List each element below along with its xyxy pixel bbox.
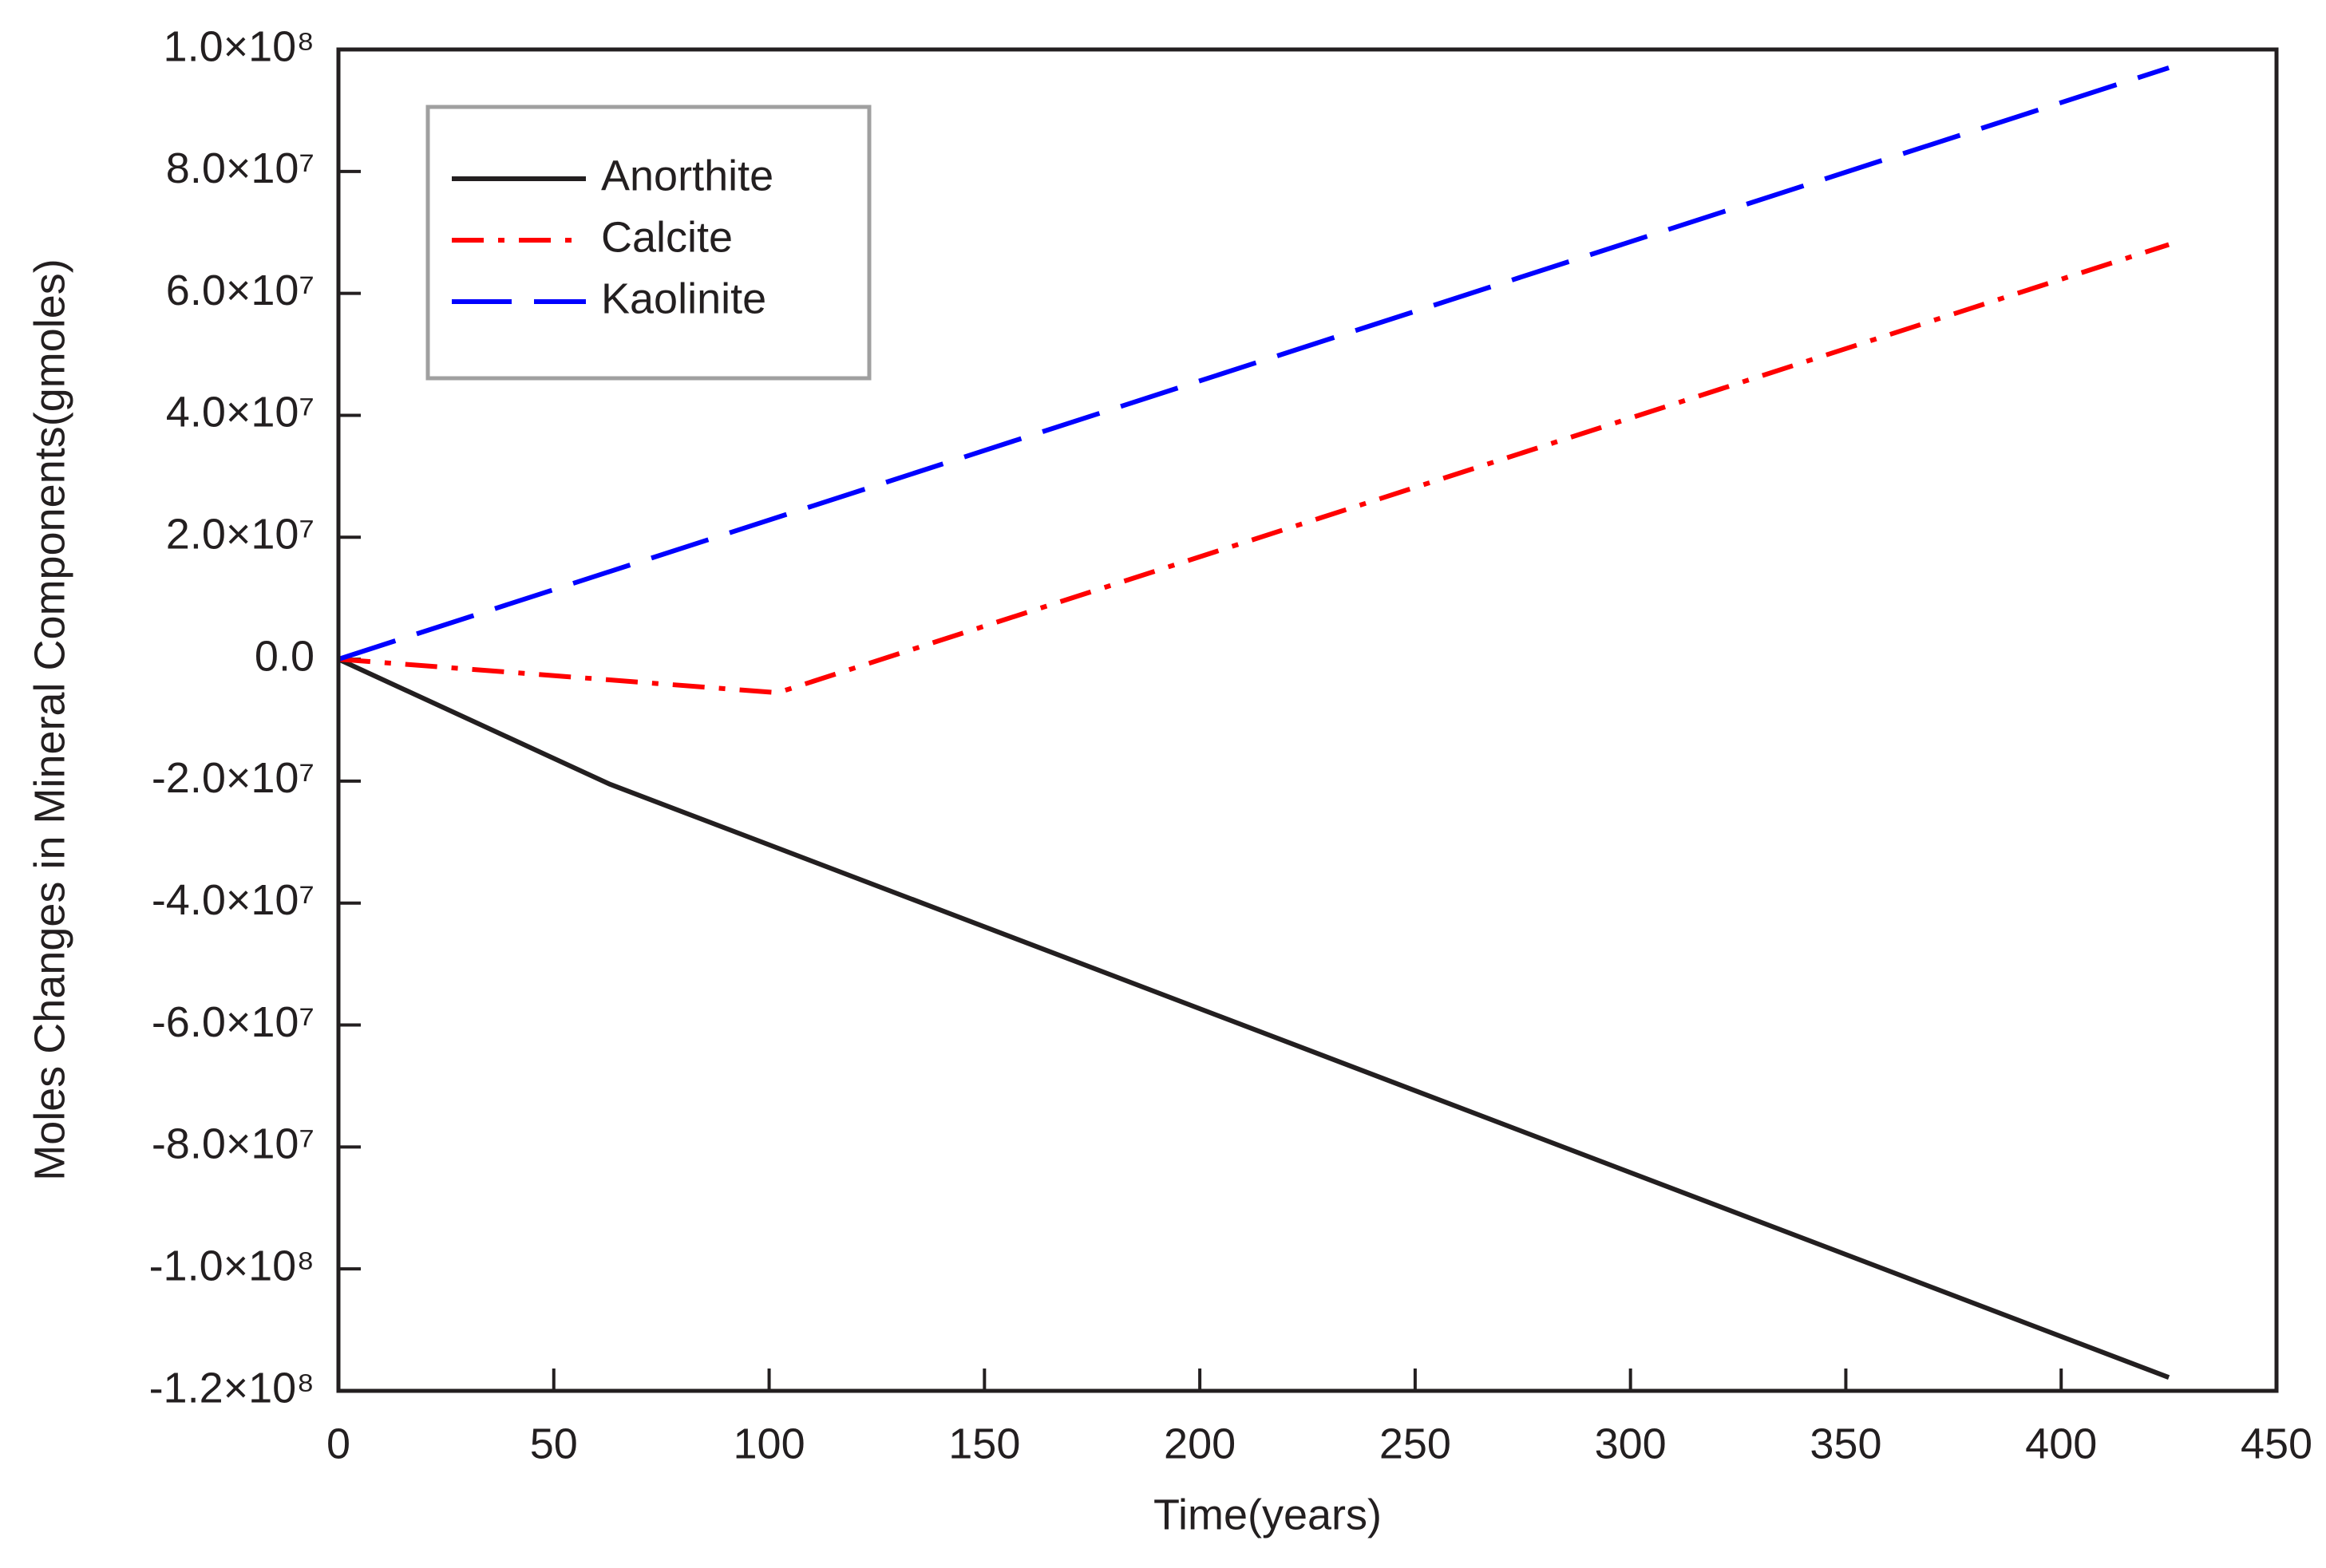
y-tick-label: 4.0×10⁷	[166, 389, 314, 436]
x-tick-label: 0	[326, 1420, 350, 1467]
y-tick-label: 8.0×10⁷	[166, 144, 314, 192]
y-tick-label: -8.0×10⁷	[152, 1120, 314, 1168]
y-tick-label: 6.0×10⁷	[166, 267, 314, 314]
y-tick-label: -1.2×10⁸	[149, 1364, 314, 1412]
line-series	[337, 657, 2170, 1380]
x-tick-label: 250	[1379, 1420, 1451, 1467]
y-axis-label: Moles Changes in Mineral Components(gmol…	[26, 259, 73, 1181]
y-tick-label: 1.0×10⁸	[164, 22, 314, 70]
x-tick-label: 400	[2025, 1420, 2097, 1467]
x-tick-label: 450	[2241, 1420, 2312, 1467]
legend-label: Kaolinite	[601, 274, 766, 322]
x-tick-label: 150	[948, 1420, 1020, 1467]
y-tick-label: -2.0×10⁷	[152, 754, 314, 802]
y-tick-label: -1.0×10⁸	[149, 1242, 314, 1290]
y-tick-label: -6.0×10⁷	[152, 998, 314, 1046]
x-tick-label: 100	[734, 1420, 805, 1467]
x-tick-label: 200	[1164, 1420, 1236, 1467]
y-tick-label: -4.0×10⁷	[152, 876, 314, 924]
y-tick-label: 0.0	[255, 632, 314, 680]
x-axis-label: Time(years)	[1153, 1491, 1382, 1538]
plot-frame	[336, 47, 2279, 1393]
line-series	[338, 65, 2170, 662]
y-tick-label: 2.0×10⁷	[166, 511, 314, 559]
legend-label: Anorthite	[601, 152, 773, 199]
x-tick-label: 300	[1595, 1420, 1667, 1467]
legend-label: Calcite	[601, 213, 733, 261]
x-tick-label: 50	[530, 1420, 578, 1467]
x-tick-label: 350	[1810, 1420, 1881, 1467]
line-series	[338, 242, 2170, 696]
